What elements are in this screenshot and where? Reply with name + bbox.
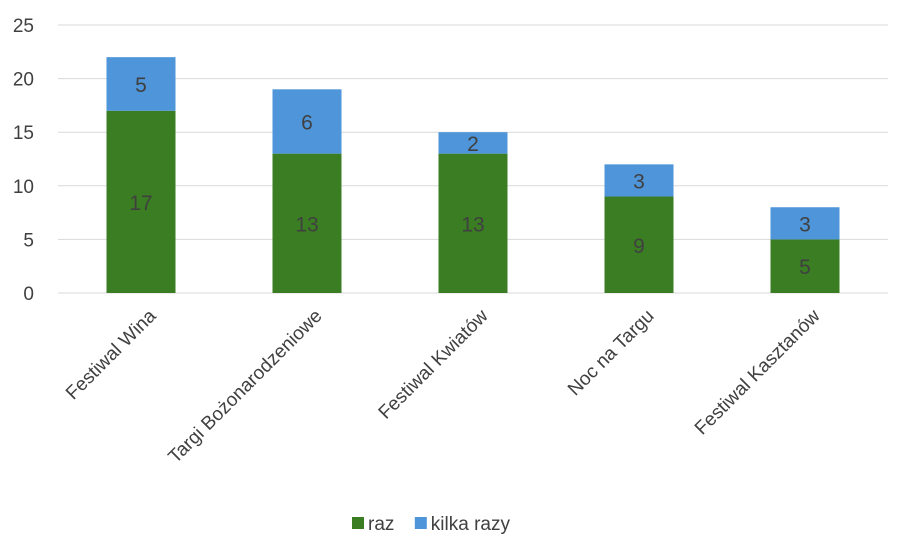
data-label: 3 bbox=[633, 170, 645, 193]
x-category-label: Festiwal Kwiatów bbox=[375, 305, 493, 423]
legend: raz kilka razy bbox=[352, 514, 510, 535]
data-label: 13 bbox=[461, 213, 484, 236]
legend-entry: kilka razy bbox=[431, 514, 511, 535]
legend-entry: raz bbox=[368, 514, 394, 535]
x-axis: Festiwal Wina Targi Bożonarodzeniowe Festi… bbox=[62, 305, 825, 467]
y-tick-label: 25 bbox=[13, 16, 34, 37]
legend-swatch bbox=[415, 517, 427, 529]
data-label: 3 bbox=[799, 213, 811, 236]
data-label: 5 bbox=[135, 74, 147, 97]
data-label: 5 bbox=[799, 256, 811, 279]
y-tick-label: 15 bbox=[13, 123, 34, 144]
data-label: 2 bbox=[467, 133, 479, 156]
bars: 17 5 13 6 13 2 9 3 5 3 bbox=[107, 57, 840, 293]
data-label: 6 bbox=[301, 111, 313, 134]
y-tick-label: 0 bbox=[23, 284, 34, 305]
x-category-label: Noc na Targu bbox=[564, 306, 659, 401]
y-tick-label: 5 bbox=[23, 230, 34, 251]
x-category-label: Festiwal Kasztanów bbox=[691, 305, 825, 439]
y-tick-label: 20 bbox=[13, 70, 34, 91]
data-label: 13 bbox=[295, 213, 318, 236]
y-tick-label: 10 bbox=[13, 177, 34, 198]
x-category-label: Targi Bożonarodzeniowe bbox=[165, 306, 327, 468]
data-label: 9 bbox=[633, 235, 645, 258]
y-axis: 0 5 10 15 20 25 bbox=[13, 16, 34, 305]
x-category-label: Festiwal Wina bbox=[62, 305, 161, 404]
data-label: 17 bbox=[129, 192, 152, 215]
legend-swatch bbox=[352, 517, 364, 529]
